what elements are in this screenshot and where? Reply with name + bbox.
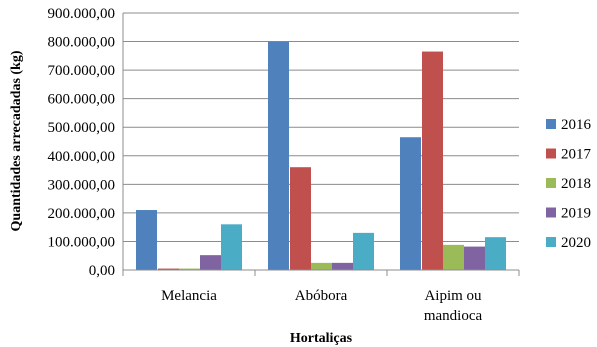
- x-category-labels: Melancia Abóbora Aipim ou mandioca: [161, 288, 482, 324]
- bar-2018: [179, 268, 200, 270]
- legend-label-2017: 2017: [561, 147, 592, 163]
- bar-2018: [311, 262, 332, 270]
- x-axis-title: Hortaliças: [290, 331, 353, 346]
- y-tick-label: 600.000,00: [48, 92, 116, 108]
- y-tick-label: 100.000,00: [48, 234, 116, 250]
- bar-2018: [443, 244, 464, 270]
- bar-2019: [332, 262, 353, 270]
- y-axis-title: Quantidades arrecadadas (kg): [9, 50, 24, 231]
- y-tick-label: 300.000,00: [48, 177, 116, 193]
- bar-2020: [221, 224, 242, 270]
- y-tick-label: 900.000,00: [48, 6, 116, 22]
- legend-swatch-2019: [546, 207, 556, 218]
- bar-2017: [290, 167, 311, 270]
- bar-2016: [136, 210, 157, 270]
- y-tick-label: 800.000,00: [48, 35, 116, 51]
- x-category-label: Melancia: [161, 288, 217, 304]
- legend: 2016 2017 2018 2019 2020: [546, 117, 592, 251]
- legend-swatch-2018: [546, 178, 556, 188]
- y-tick-label: 400.000,00: [48, 149, 116, 165]
- bar-2019: [200, 255, 221, 270]
- bar-2020: [485, 237, 506, 270]
- legend-label-2020: 2020: [561, 235, 591, 251]
- legend-label-2019: 2019: [561, 206, 591, 222]
- bar-2017: [158, 268, 179, 270]
- bar-2020: [353, 232, 374, 270]
- y-tick-label: 500.000,00: [48, 120, 116, 136]
- y-tick-label: 0,00: [89, 263, 115, 279]
- bar-2019: [464, 246, 485, 270]
- legend-label-2016: 2016: [561, 117, 592, 133]
- legend-swatch-2016: [546, 119, 556, 129]
- legend-label-2018: 2018: [561, 176, 591, 192]
- y-tick-label: 200.000,00: [48, 206, 116, 222]
- bar-2017: [422, 51, 443, 270]
- bar-2016: [400, 137, 421, 270]
- bars: [136, 41, 506, 270]
- y-tick-labels: 0,00 100.000,00 200.000,00 300.000,00 400.00…: [48, 6, 116, 279]
- y-tick-label: 700.000,00: [48, 63, 116, 79]
- bar-2016: [268, 41, 289, 270]
- x-category-label: Abóbora: [295, 288, 348, 304]
- axes: [122, 13, 520, 276]
- gridlines: [123, 12, 519, 242]
- x-category-label: Aipim ou mandioca: [424, 288, 483, 324]
- legend-swatch-2020: [546, 237, 556, 247]
- legend-swatch-2017: [546, 148, 556, 159]
